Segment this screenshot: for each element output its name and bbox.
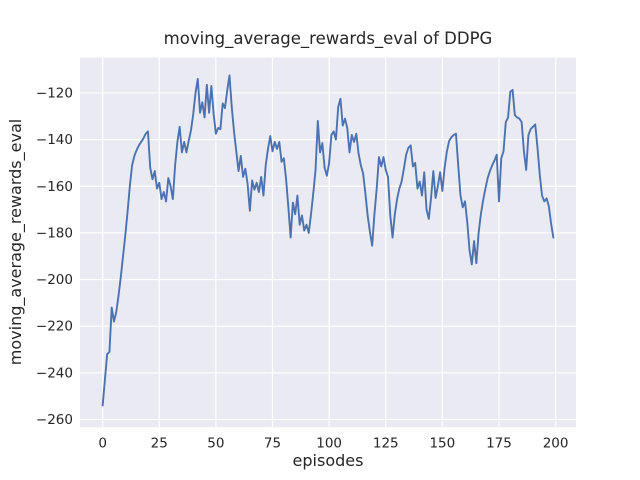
- x-axis-label: episodes: [293, 451, 364, 470]
- y-tick-label: −140: [36, 132, 73, 148]
- plot-layers: 0 25 50 75 100 125 150 175 200 −260 −240 −220 −200 −1…: [36, 57, 576, 452]
- reward-line: [101, 74, 555, 407]
- x-tick-label: 0: [98, 436, 107, 452]
- x-tick-label: 150: [429, 436, 455, 452]
- y-tick-label: −120: [36, 85, 73, 101]
- y-axis-label: moving_average_rewards_eval: [6, 119, 26, 365]
- y-tick-label: −180: [36, 225, 73, 241]
- x-tick-label: 175: [486, 436, 512, 452]
- y-tick-label: −240: [36, 365, 73, 381]
- y-tick-label: −220: [36, 319, 73, 335]
- y-tick-label: −160: [36, 179, 73, 195]
- x-tick-label: 75: [264, 436, 281, 452]
- y-tick-label: −200: [36, 272, 73, 288]
- plot-area-background: [80, 57, 576, 428]
- x-tick-label: 200: [543, 436, 569, 452]
- x-tick-label: 125: [373, 436, 399, 452]
- y-tick-label: −260: [36, 412, 73, 428]
- x-tick-label: 100: [316, 436, 342, 452]
- chart-title: moving_average_rewards_eval of DDPG: [164, 29, 493, 49]
- x-tick-label: 25: [151, 436, 168, 452]
- x-tick-label: 50: [207, 436, 224, 452]
